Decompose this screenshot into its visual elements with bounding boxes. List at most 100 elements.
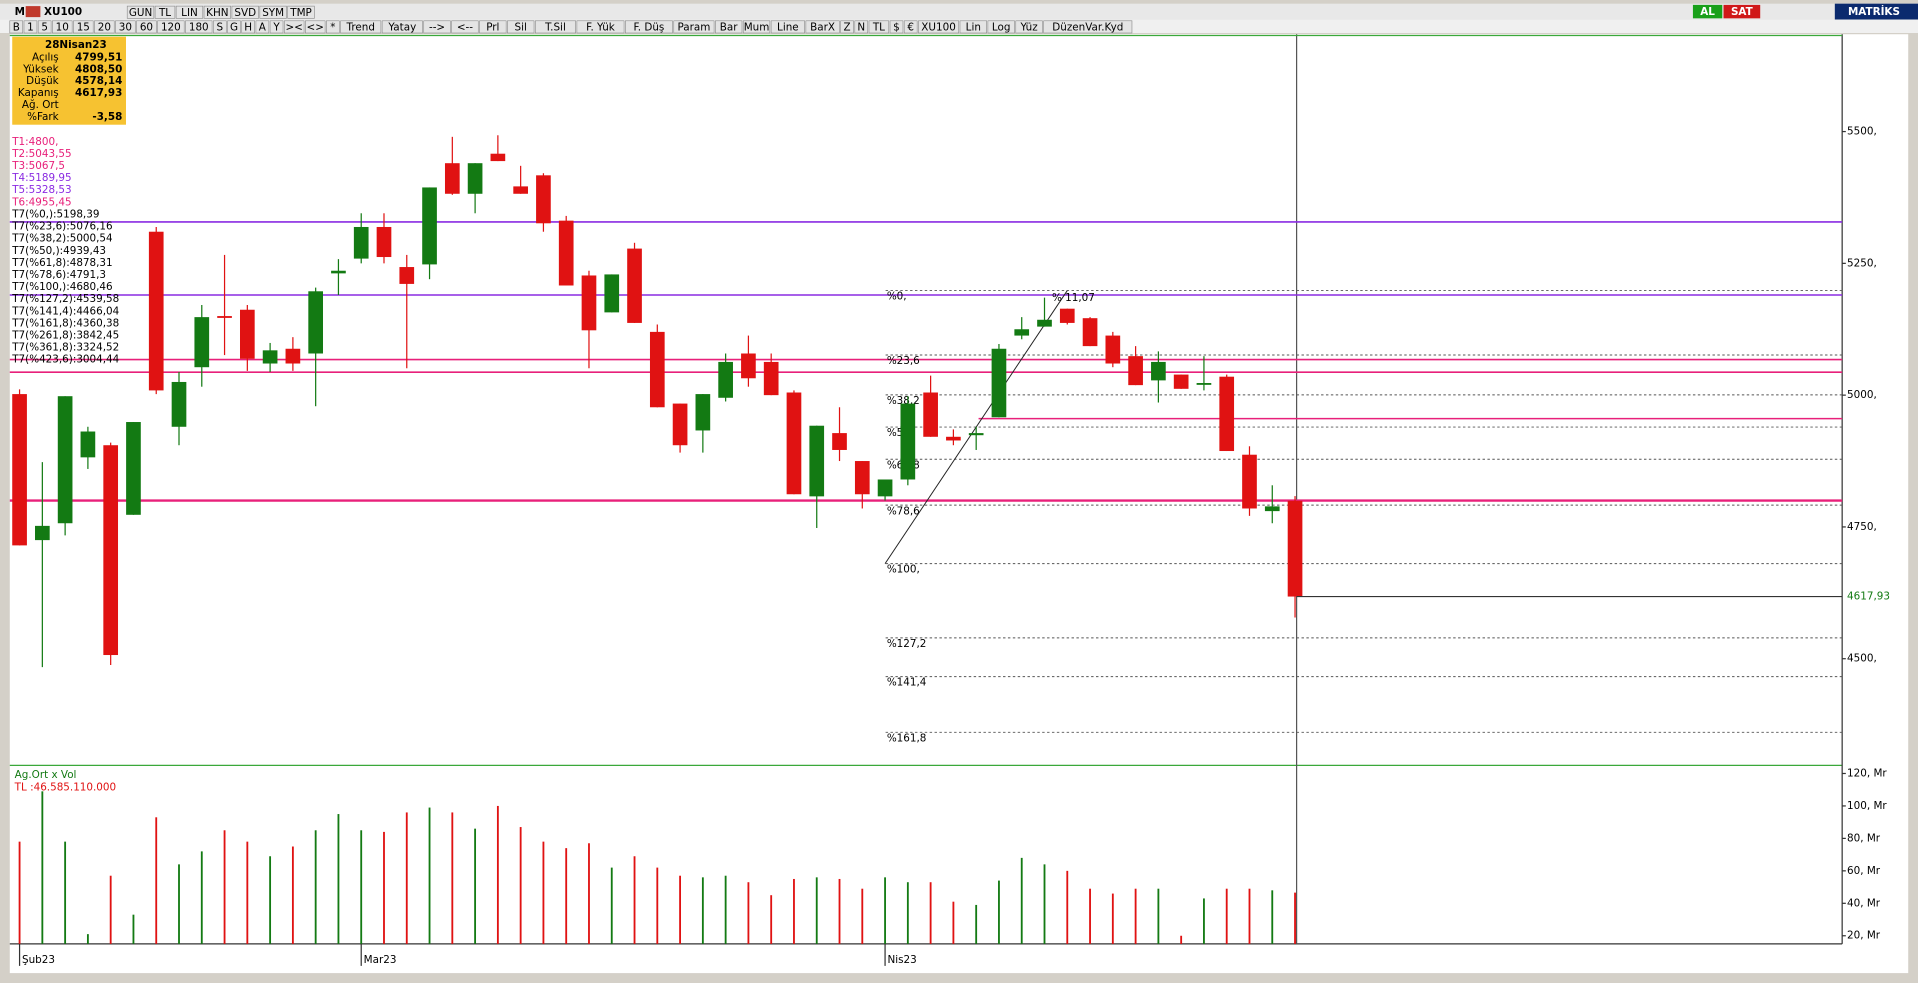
brand-button[interactable] (1723, 4, 1761, 19)
toolbar-button-label[interactable]: A (259, 22, 267, 34)
brand-button-label[interactable]: AL (1700, 6, 1715, 18)
toolbar-button[interactable] (770, 20, 805, 34)
toolbar-button[interactable] (213, 20, 227, 34)
toolbar-button-label[interactable]: S (217, 22, 224, 34)
toolbar-button[interactable] (868, 20, 890, 34)
toolbar-button[interactable] (903, 20, 918, 34)
toolbar-button-label[interactable]: SVD (234, 7, 256, 19)
toolbar-button-label[interactable]: XU100 (921, 22, 956, 34)
toolbar-button-label[interactable]: T.Sil (544, 22, 566, 34)
toolbar-button[interactable] (959, 20, 987, 34)
toolbar-button[interactable] (840, 20, 854, 34)
toolbar-button-label[interactable]: GUN (129, 7, 152, 19)
toolbar-button-label[interactable]: Line (777, 22, 799, 34)
toolbar-button-label[interactable]: <-- (457, 22, 473, 34)
toolbar-button-label[interactable]: TL (872, 22, 885, 34)
toolbar-button[interactable] (255, 20, 270, 34)
toolbar-button[interactable] (283, 20, 305, 34)
toolbar-button-label[interactable]: 10 (56, 22, 69, 34)
toolbar-button[interactable] (154, 5, 176, 19)
toolbar-button[interactable] (185, 20, 213, 34)
toolbar-button[interactable] (423, 20, 451, 34)
toolbar-button-label[interactable]: DüzenVar.Kyd (1052, 22, 1123, 34)
toolbar-button[interactable] (805, 20, 840, 34)
toolbar-button-label[interactable]: Yüz (1020, 22, 1038, 34)
toolbar-button-label[interactable]: Lin (966, 22, 981, 34)
toolbar-button-label[interactable]: <> (307, 22, 324, 34)
toolbar-button-label[interactable]: H (244, 22, 252, 34)
toolbar-button[interactable] (23, 20, 38, 34)
toolbar-button-label[interactable]: $ (893, 22, 900, 34)
toolbar-button[interactable] (340, 20, 382, 34)
toolbar-button[interactable] (854, 20, 869, 34)
toolbar-button[interactable] (918, 20, 960, 34)
toolbar-button-label[interactable]: TL (158, 7, 171, 19)
toolbar-button[interactable] (136, 20, 157, 34)
toolbar-button-label[interactable]: >< (285, 22, 302, 34)
toolbar-button-label[interactable]: Param (677, 22, 710, 34)
toolbar-button-label[interactable]: Sil (515, 22, 527, 34)
brand-button-label[interactable]: SAT (1731, 6, 1754, 18)
toolbar-button[interactable] (203, 5, 232, 19)
toolbar-button-label[interactable]: Yatay (387, 22, 416, 34)
toolbar-button[interactable] (231, 5, 259, 19)
toolbar-button-label[interactable]: Prl (486, 22, 499, 34)
toolbar-button-label[interactable]: B (13, 22, 20, 34)
toolbar-button[interactable] (381, 20, 423, 34)
toolbar-button[interactable] (227, 20, 241, 34)
toolbar-button-label[interactable]: G (230, 22, 238, 34)
toolbar-button-label[interactable]: 30 (119, 22, 132, 34)
toolbar-button[interactable] (175, 5, 204, 19)
toolbar-button-label[interactable]: Bar (720, 22, 738, 34)
toolbar-button[interactable] (259, 5, 287, 19)
toolbar-button-label[interactable]: Mum (744, 22, 770, 34)
toolbar-button[interactable] (241, 20, 255, 34)
toolbar-button-label[interactable]: Log (992, 22, 1011, 34)
toolbar-button-label[interactable]: --> (429, 22, 445, 34)
toolbar-button[interactable] (157, 20, 185, 34)
toolbar-button[interactable] (94, 20, 115, 34)
toolbar-button[interactable] (37, 20, 52, 34)
toolbar-button[interactable] (715, 20, 743, 34)
toolbar-button-label[interactable]: Y (272, 22, 280, 34)
toolbar-button[interactable] (1015, 20, 1043, 34)
toolbar-button[interactable] (673, 20, 715, 34)
toolbar-button-label[interactable]: 20 (98, 22, 111, 34)
toolbar-button[interactable] (576, 20, 625, 34)
toolbar-button-label[interactable]: KHN (206, 7, 228, 19)
toolbar-button-label[interactable]: LIN (181, 7, 198, 19)
toolbar-button[interactable] (269, 20, 284, 34)
toolbar-button[interactable] (115, 20, 136, 34)
toolbar-button[interactable] (479, 20, 507, 34)
toolbar-button[interactable] (987, 20, 1015, 34)
toolbar-button-label[interactable]: F. Yük (586, 22, 615, 34)
toolbar-button-label[interactable]: Trend (346, 22, 375, 34)
toolbar-button[interactable] (889, 20, 904, 34)
toolbar-button-label[interactable]: 60 (140, 22, 153, 34)
toolbar-button-label[interactable]: 180 (189, 22, 209, 34)
toolbar-button[interactable] (305, 20, 326, 34)
toolbar-button[interactable] (287, 5, 315, 19)
toolbar-button-label[interactable]: 120 (161, 22, 181, 34)
toolbar-button-label[interactable]: 15 (77, 22, 90, 34)
toolbar-button[interactable] (534, 20, 576, 34)
toolbar-button[interactable] (326, 20, 340, 34)
toolbar-button-label[interactable]: N (857, 22, 865, 34)
toolbar-button[interactable] (625, 20, 673, 34)
toolbar-button[interactable] (9, 20, 24, 34)
toolbar-button-label[interactable]: BarX (810, 22, 835, 34)
toolbar-button-label[interactable]: 5 (41, 22, 48, 34)
toolbar-button-label[interactable]: F. Düş (633, 22, 664, 34)
toolbar-button-label[interactable]: SYM (262, 7, 284, 19)
brand-button[interactable] (1692, 4, 1723, 19)
toolbar-button-label[interactable]: € (907, 22, 914, 34)
toolbar-button-label[interactable]: TMP (289, 7, 312, 19)
toolbar-button-label[interactable]: Z (844, 22, 851, 34)
toolbar-button[interactable] (73, 20, 94, 34)
toolbar-button[interactable] (1043, 20, 1133, 34)
toolbar-button[interactable] (451, 20, 479, 34)
toolbar-button[interactable] (742, 20, 771, 34)
toolbar-button[interactable] (507, 20, 535, 34)
toolbar-button-label[interactable]: 1 (27, 22, 34, 34)
toolbar-button[interactable] (126, 5, 155, 19)
